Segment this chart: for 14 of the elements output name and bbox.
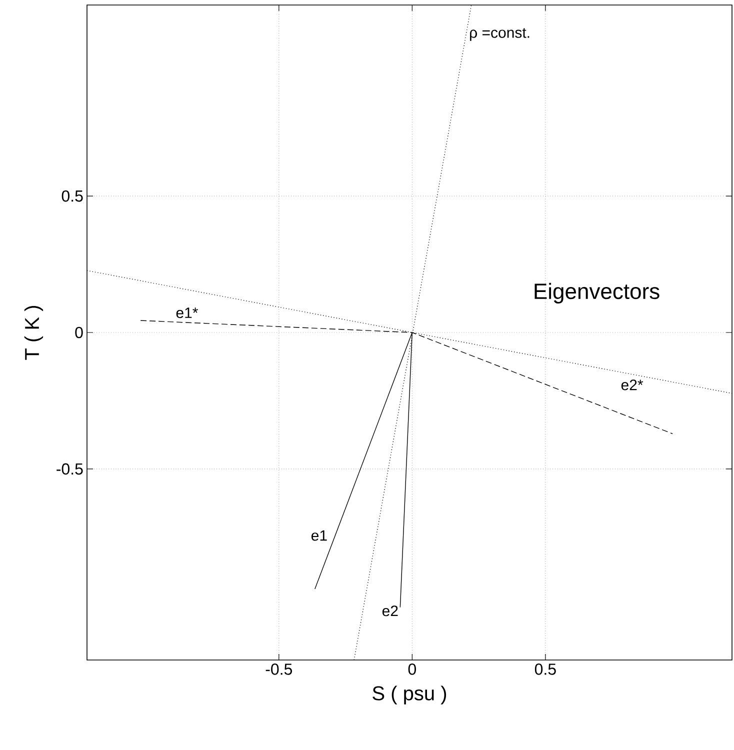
y-tick-label: 0.5 [62, 190, 83, 202]
annotation: e2* [621, 380, 644, 390]
y-axis-title: T ( K ) [24, 306, 44, 360]
annotation: e1* [176, 308, 198, 318]
annotation: e1 [312, 530, 327, 541]
x-tick-label: -0.5 [266, 664, 292, 675]
x-tick-label: 0.5 [534, 664, 556, 675]
y-tick-label: 0 [75, 326, 83, 338]
annotation: Eigenvectors [534, 282, 660, 304]
annotation: ρ =const. [470, 28, 530, 41]
annotation: e2 [382, 606, 398, 616]
x-axis-title: S ( psu ) [372, 686, 446, 704]
y-tick-label: -0.5 [56, 463, 83, 475]
x-tick-label: 0 [408, 664, 416, 675]
